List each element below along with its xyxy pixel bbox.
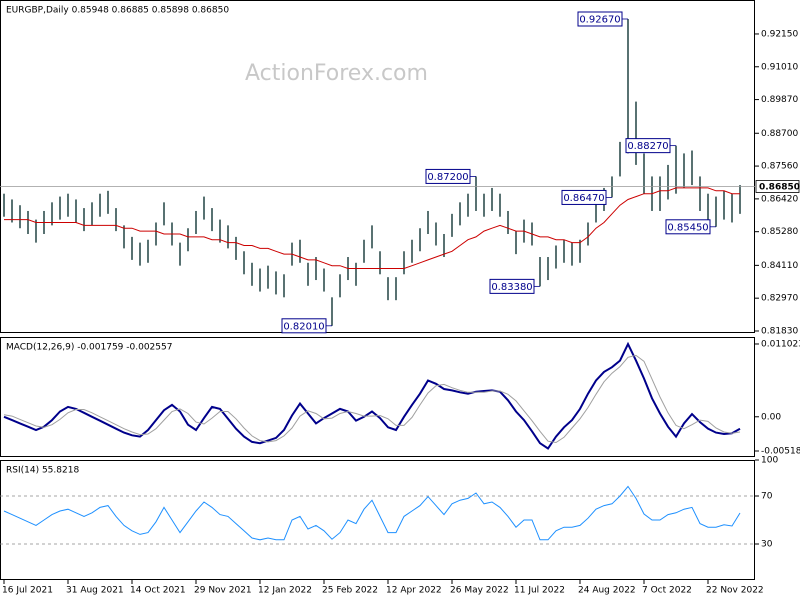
y-tick-label: 0.84110 [761, 261, 798, 271]
annotation-label: 0.83380 [491, 282, 532, 293]
x-tick-label: 26 May 2022 [450, 586, 509, 596]
annotation-box [665, 219, 711, 235]
annotation-label: 0.85450 [667, 222, 708, 233]
y-tick-label: 30 [761, 540, 773, 550]
panel-title: EURGBP,Daily 0.85948 0.86885 0.85898 0.8… [6, 6, 229, 16]
annotation-label: 0.87200 [427, 172, 468, 183]
annotation-label: 0.92670 [579, 14, 620, 25]
y-tick-label: 0.011023 [761, 339, 800, 349]
x-tick-label: 22 Nov 2022 [706, 586, 764, 596]
panel-title: RSI(14) 55.8218 [6, 466, 79, 476]
annotation-box [625, 138, 671, 154]
y-tick-label: 0.82970 [761, 294, 798, 304]
y-tick-label: 0.00 [761, 412, 781, 422]
panel-frame [0, 337, 755, 457]
annotation-box [489, 278, 535, 294]
last-price-box [755, 180, 800, 193]
annotation-box [561, 189, 607, 205]
y-tick-label: 0.91010 [761, 62, 798, 72]
indicator-line [3, 485, 741, 541]
annotation-label: 0.86470 [563, 193, 604, 204]
x-tick-label: 11 Jul 2022 [514, 586, 565, 596]
y-tick-label: 0.87560 [761, 162, 798, 172]
x-tick-label: 29 Nov 2021 [194, 586, 252, 596]
moving-average [4, 187, 740, 269]
x-tick-label: 31 Aug 2021 [66, 586, 124, 596]
x-tick-label: 24 Aug 2022 [578, 586, 636, 596]
y-tick-label: 0.86420 [761, 194, 798, 204]
panel-frame [0, 460, 755, 580]
x-tick-label: 12 Apr 2022 [386, 586, 442, 596]
y-tick-label: 0.92150 [761, 29, 798, 39]
y-tick-label: 70 [761, 492, 773, 502]
panel-frame [0, 0, 755, 333]
indicator-line [3, 354, 741, 444]
y-tick-label: -0.005182 [761, 447, 800, 457]
y-tick-label: 0.88700 [761, 129, 798, 139]
x-tick-label: 7 Oct 2022 [642, 586, 692, 596]
watermark: ActionForex.com [245, 61, 428, 86]
annotation-label: 0.88270 [627, 141, 668, 152]
last-price-label: 0.86850 [759, 183, 800, 193]
indicator-line [3, 341, 741, 450]
y-tick-label: 0.81830 [761, 326, 798, 336]
annotation-box [577, 11, 623, 27]
annotation-label: 0.82010 [283, 321, 324, 332]
x-tick-label: 14 Oct 2021 [130, 586, 186, 596]
x-tick-label: 25 Feb 2022 [322, 586, 378, 596]
annotation-box [425, 168, 471, 184]
y-tick-label: 0.85280 [761, 227, 798, 237]
y-tick-label: 0.89870 [761, 95, 798, 105]
panel-title: MACD(12,26,9) -0.001759 -0.002557 [6, 343, 172, 353]
y-tick-label: 100 [761, 456, 778, 466]
x-tick-label: 12 Jan 2022 [258, 586, 312, 596]
x-tick-label: 16 Jul 2021 [2, 586, 53, 596]
annotation-box [281, 318, 327, 334]
